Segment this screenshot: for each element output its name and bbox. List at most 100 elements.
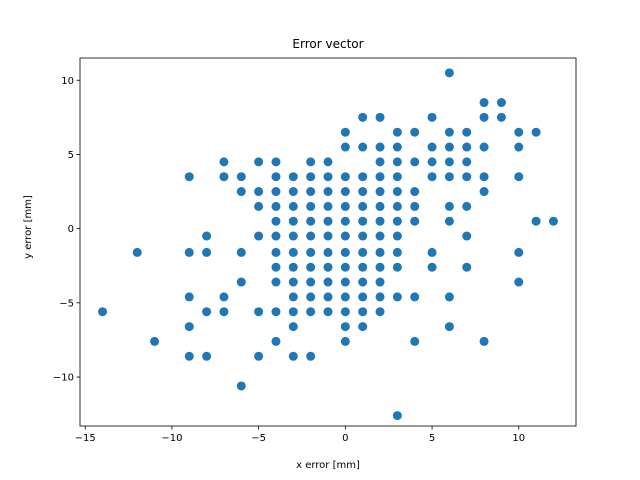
data-point: [288, 187, 298, 197]
data-point: [132, 247, 142, 257]
data-point: [184, 172, 194, 182]
data-point: [271, 157, 281, 167]
data-point: [531, 216, 541, 226]
data-point: [288, 247, 298, 257]
data-point: [410, 336, 420, 346]
data-point: [306, 231, 316, 241]
data-point: [271, 262, 281, 272]
data-point: [323, 262, 333, 272]
data-point: [271, 231, 281, 241]
data-point: [375, 292, 385, 302]
data-point: [479, 112, 489, 122]
data-point: [254, 187, 264, 197]
data-point: [323, 292, 333, 302]
data-point: [375, 112, 385, 122]
data-point: [514, 127, 524, 137]
axes: −15 −10 −5 0 5 10 −10 −5 0 5 10: [53, 57, 577, 444]
data-points: [98, 68, 558, 421]
data-point: [514, 142, 524, 152]
data-point: [254, 307, 264, 317]
data-point: [392, 216, 402, 226]
data-point: [462, 172, 472, 182]
data-point: [358, 307, 368, 317]
y-tick-label: −10: [53, 373, 74, 384]
y-tick-label: −5: [59, 298, 74, 309]
data-point: [392, 172, 402, 182]
data-point: [410, 127, 420, 137]
data-point: [306, 351, 316, 361]
data-point: [375, 142, 385, 152]
data-point: [392, 247, 402, 257]
data-point: [271, 247, 281, 257]
data-point: [323, 247, 333, 257]
data-point: [271, 336, 281, 346]
data-point: [254, 231, 264, 241]
y-tick-label: 10: [61, 76, 74, 87]
data-point: [236, 277, 246, 287]
data-point: [340, 292, 350, 302]
data-point: [271, 201, 281, 211]
data-point: [444, 172, 454, 182]
data-point: [323, 201, 333, 211]
data-point: [392, 262, 402, 272]
data-point: [306, 307, 316, 317]
data-point: [323, 277, 333, 287]
data-point: [375, 216, 385, 226]
data-point: [375, 231, 385, 241]
x-axis-label: x error [mm]: [296, 460, 360, 471]
data-point: [392, 127, 402, 137]
data-point: [375, 247, 385, 257]
data-point: [358, 277, 368, 287]
data-point: [184, 247, 194, 257]
data-point: [496, 112, 506, 122]
data-point: [219, 157, 229, 167]
x-tick-label: −15: [75, 433, 96, 444]
data-point: [462, 157, 472, 167]
data-point: [323, 307, 333, 317]
data-point: [323, 187, 333, 197]
data-point: [444, 127, 454, 137]
data-point: [358, 187, 368, 197]
data-point: [479, 142, 489, 152]
x-tick-label: 5: [429, 433, 435, 444]
data-point: [340, 262, 350, 272]
data-point: [444, 201, 454, 211]
data-point: [358, 231, 368, 241]
data-point: [219, 172, 229, 182]
data-point: [340, 336, 350, 346]
data-point: [236, 247, 246, 257]
data-point: [410, 292, 420, 302]
data-point: [358, 262, 368, 272]
data-point: [202, 351, 212, 361]
y-tick-label: 5: [68, 150, 74, 161]
data-point: [202, 247, 212, 257]
data-point: [358, 216, 368, 226]
data-point: [392, 142, 402, 152]
data-point: [288, 201, 298, 211]
data-point: [340, 201, 350, 211]
data-point: [306, 172, 316, 182]
x-tick-label: 0: [342, 433, 348, 444]
data-point: [98, 307, 108, 317]
data-point: [444, 142, 454, 152]
data-point: [323, 231, 333, 241]
data-point: [271, 172, 281, 182]
chart-title: Error vector: [292, 37, 363, 51]
data-point: [444, 292, 454, 302]
data-point: [288, 277, 298, 287]
x-tick-label: −10: [161, 433, 182, 444]
data-point: [340, 247, 350, 257]
data-point: [392, 187, 402, 197]
data-point: [306, 262, 316, 272]
data-point: [340, 187, 350, 197]
data-point: [375, 262, 385, 272]
data-point: [410, 201, 420, 211]
data-point: [375, 187, 385, 197]
data-point: [340, 216, 350, 226]
data-point: [392, 201, 402, 211]
data-point: [288, 307, 298, 317]
data-point: [479, 187, 489, 197]
data-point: [375, 277, 385, 287]
